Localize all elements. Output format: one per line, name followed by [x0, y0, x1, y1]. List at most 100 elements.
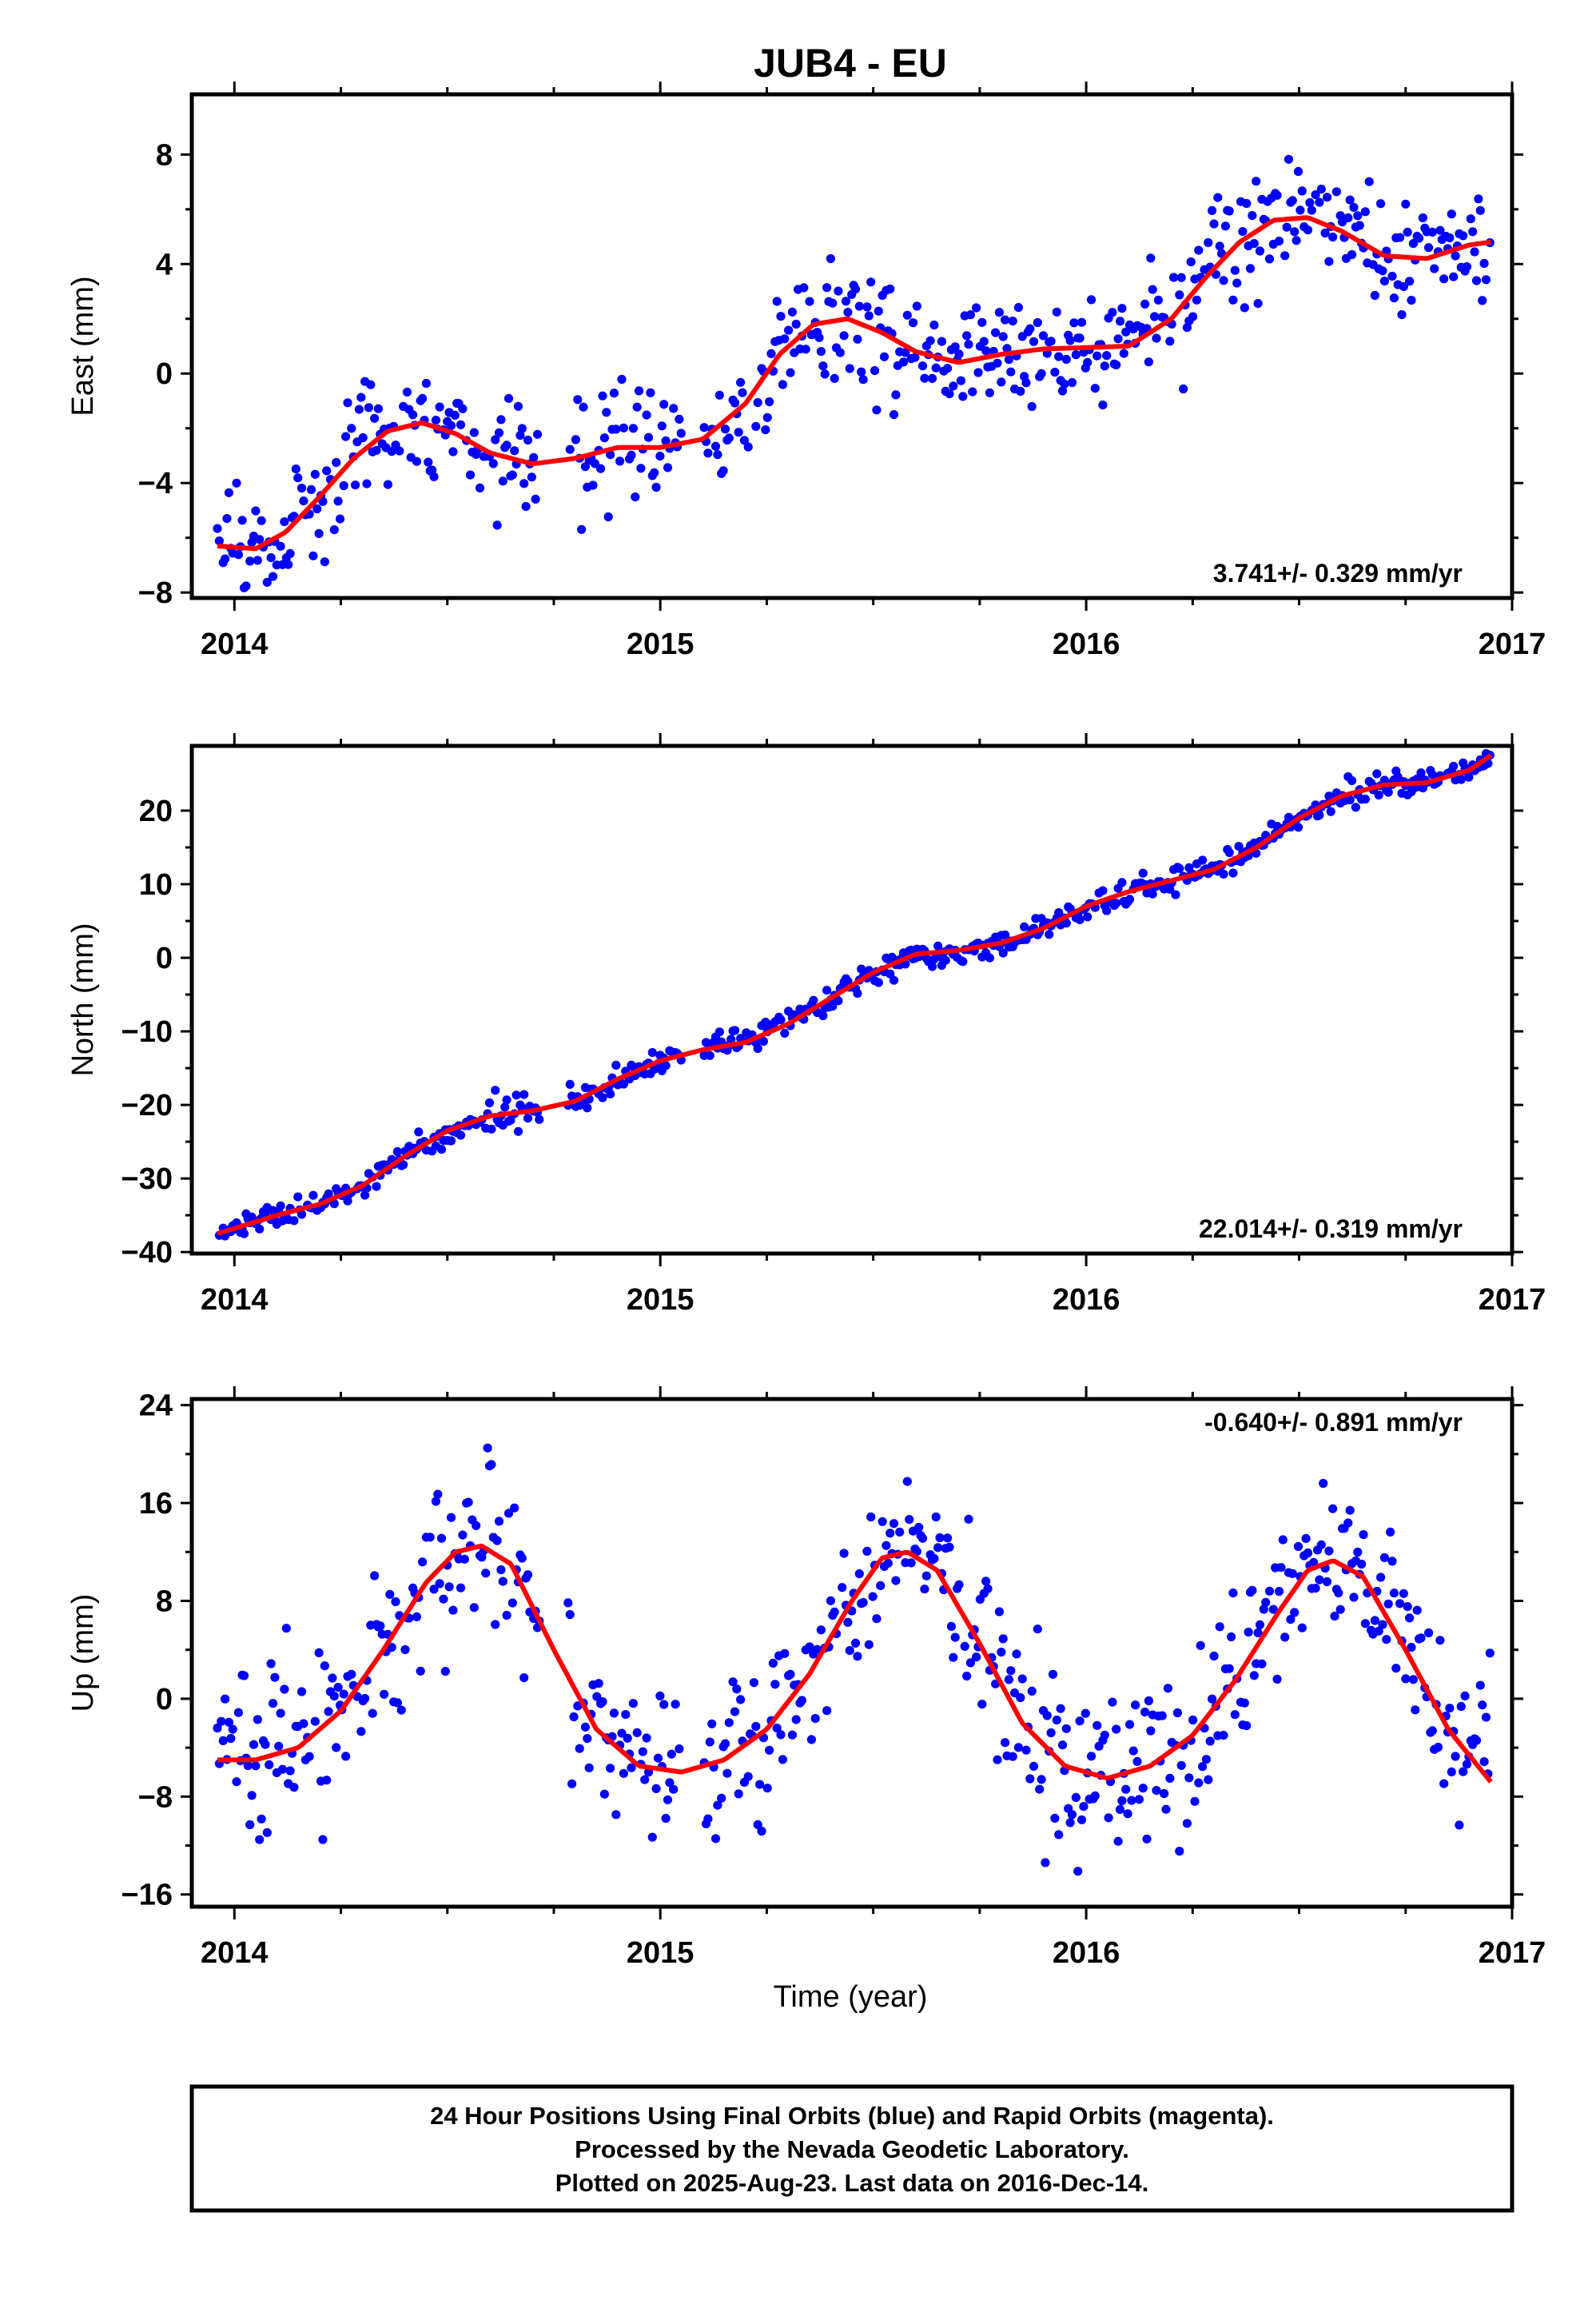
data-point-196: [675, 414, 684, 425]
data-point-116: [469, 428, 479, 437]
data-point-378: [1079, 1802, 1089, 1812]
data-point-131: [502, 440, 511, 450]
data-point-241: [786, 1669, 795, 1679]
plot-frame: [189, 1397, 1514, 1909]
data-point-321: [972, 303, 981, 313]
data-point-176: [631, 492, 640, 502]
data-point-308: [945, 389, 954, 399]
data-point-153: [567, 1779, 577, 1788]
data-point-203: [703, 1814, 713, 1824]
data-point-121: [472, 1521, 481, 1530]
data-point-475: [1288, 1569, 1297, 1578]
data-point-509: [1357, 1559, 1367, 1569]
data-point-290: [902, 310, 912, 320]
data-point-148: [565, 444, 575, 454]
data-point-408: [1142, 1834, 1152, 1844]
data-point-218: [751, 421, 761, 432]
data-point-163: [592, 1692, 602, 1701]
data-point-328: [985, 388, 994, 397]
data-point-134: [507, 470, 517, 480]
data-point-78: [392, 1146, 402, 1157]
data-point-417: [1161, 1804, 1171, 1814]
data-point-402: [1148, 889, 1157, 899]
data-point-207: [710, 1834, 721, 1844]
data-point-313: [954, 349, 964, 359]
data-point-389: [1100, 1730, 1109, 1740]
data-point-212: [722, 1768, 732, 1778]
data-point-543: [1427, 1726, 1437, 1736]
data-point-339: [998, 1634, 1008, 1644]
data-point-134: [498, 1577, 507, 1586]
data-point-24: [266, 553, 276, 563]
data-point-35: [281, 1624, 291, 1633]
data-point-191: [663, 463, 673, 472]
data-point-358: [1046, 337, 1056, 346]
data-point-406: [1138, 1784, 1148, 1793]
data-point-499: [1360, 795, 1370, 804]
data-point-235: [787, 307, 798, 317]
data-point-301: [927, 962, 937, 971]
data-point-142: [523, 435, 533, 445]
data-point-216: [739, 436, 750, 445]
data-point-52: [329, 525, 339, 535]
data-point-64: [356, 393, 366, 402]
data-point-352: [1025, 1774, 1035, 1784]
data-point-228: [757, 1826, 766, 1836]
data-point-432: [1196, 1640, 1205, 1650]
data-point-76: [376, 1621, 385, 1631]
data-point-306: [931, 1512, 941, 1522]
data-point-360: [1052, 307, 1061, 317]
data-point-279: [879, 352, 890, 361]
data-point-376: [1075, 1716, 1085, 1726]
data-point-448: [1228, 1589, 1238, 1598]
data-point-57: [332, 1743, 341, 1752]
data-point-478: [1305, 197, 1315, 208]
data-point-186: [642, 1733, 651, 1743]
data-point-141: [521, 501, 531, 512]
data-point-39: [289, 1783, 299, 1792]
data-point-408: [1150, 312, 1160, 321]
data-point-471: [1290, 227, 1299, 237]
data-point-320: [968, 387, 977, 397]
data-point-277: [868, 1592, 878, 1601]
data-point-293: [910, 353, 920, 362]
data-point-350: [1021, 1745, 1031, 1755]
data-point-417: [1184, 863, 1194, 872]
x-tick-label: 2017: [1479, 1283, 1546, 1317]
data-point-343: [1013, 303, 1023, 313]
footer-line-2: Processed by the Nevada Geodetic Laborat…: [575, 2135, 1129, 2163]
data-point-353: [1027, 1686, 1037, 1696]
data-point-533: [1407, 1643, 1416, 1652]
data-point-219: [753, 398, 762, 408]
x-tick-label: 2015: [627, 1936, 695, 1970]
data-point-204: [714, 390, 724, 400]
data-point-108: [456, 1130, 466, 1140]
data-point-114: [458, 1530, 468, 1540]
data-point-472: [1280, 1632, 1290, 1642]
x-tick-label: 2016: [1053, 1283, 1120, 1317]
data-point-69: [366, 380, 376, 389]
data-point-359: [1041, 1858, 1050, 1868]
data-point-505: [1349, 1593, 1359, 1602]
data-point-99: [429, 1585, 439, 1594]
data-point-273: [866, 277, 876, 287]
data-point-114: [465, 470, 476, 480]
data-point-170: [615, 456, 625, 466]
data-point-519: [1397, 310, 1407, 320]
data-point-439: [1220, 221, 1230, 231]
data-point-224: [765, 397, 774, 407]
data-point-557: [1478, 296, 1487, 305]
data-point-138: [515, 431, 525, 440]
data-point-326: [981, 346, 991, 356]
data-point-189: [659, 400, 669, 409]
data-point-347: [1021, 378, 1031, 388]
data-point-107: [448, 447, 458, 456]
data-point-519: [1378, 1620, 1387, 1629]
data-point-125: [491, 435, 500, 444]
data-point-162: [598, 391, 607, 401]
y-tick-label: 24: [139, 1389, 173, 1423]
data-point-221: [743, 1772, 753, 1781]
data-point-122: [491, 1086, 500, 1095]
data-point-218: [736, 1695, 746, 1704]
data-point-437: [1224, 847, 1234, 858]
